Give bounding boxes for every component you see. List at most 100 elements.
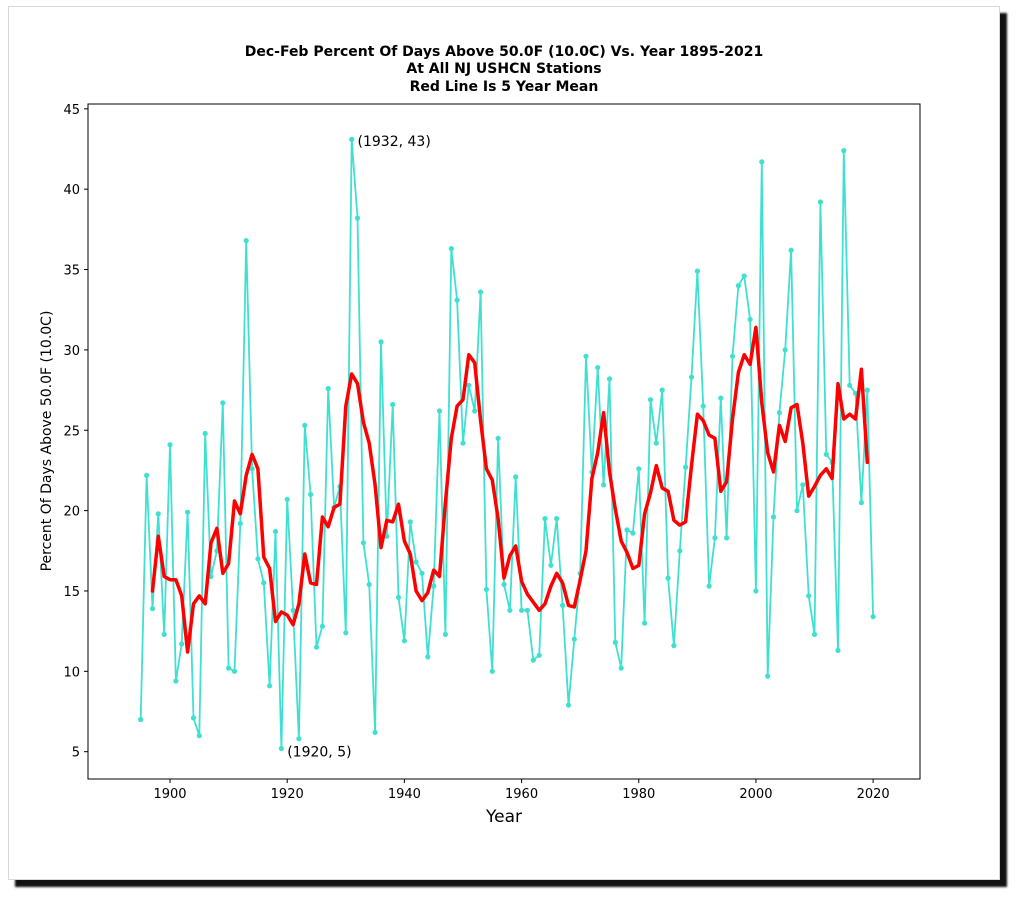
data-point [366, 581, 372, 588]
data-point [202, 430, 208, 437]
data-point [612, 639, 618, 646]
data-point [413, 559, 419, 565]
data-point [776, 410, 783, 416]
title-line-2: At All NJ USHCN Stations [406, 61, 601, 77]
data-point [278, 745, 284, 752]
data-point [390, 401, 396, 408]
data-point [249, 466, 255, 472]
data-point [571, 636, 577, 642]
data-point [454, 297, 460, 303]
data-point [554, 516, 560, 522]
data-point [372, 729, 378, 736]
data-point [255, 556, 261, 562]
data-point [507, 607, 513, 613]
data-point [436, 408, 443, 414]
data-point [384, 533, 390, 539]
data-point [495, 435, 501, 441]
x-axis-label: Year [485, 807, 522, 827]
y-tick-label: 30 [63, 344, 80, 359]
data-point [542, 516, 548, 522]
data-point [659, 387, 665, 393]
data-point [290, 607, 296, 613]
data-point [536, 652, 542, 658]
data-point [237, 520, 243, 527]
data-point [835, 647, 841, 654]
data-point [231, 668, 238, 674]
data-point [601, 482, 607, 488]
data-point [196, 733, 202, 739]
data-point [729, 353, 736, 359]
data-point [425, 654, 431, 660]
data-point [548, 562, 554, 568]
data-point [858, 500, 865, 506]
data-point [519, 607, 525, 613]
y-tick-label: 20 [63, 505, 80, 520]
data-point [665, 575, 671, 581]
data-point [167, 442, 173, 448]
data-point [190, 715, 197, 721]
plot-area [87, 103, 921, 780]
data-point [483, 586, 489, 593]
data-point [267, 683, 273, 689]
data-point [800, 482, 806, 488]
data-point [319, 623, 325, 629]
data-point [472, 408, 478, 414]
data-point [765, 673, 771, 679]
y-tick-label: 5 [72, 746, 80, 761]
data-point [343, 630, 349, 636]
data-point [759, 159, 765, 165]
data-point [466, 382, 472, 388]
data-point [624, 527, 630, 533]
title-line-1: Dec-Feb Percent Of Days Above 50.0F (10.… [245, 44, 764, 60]
data-point [489, 668, 495, 674]
data-point [683, 464, 689, 470]
data-point [606, 376, 613, 382]
data-point [806, 593, 812, 599]
data-point [261, 580, 267, 586]
data-point [395, 594, 402, 601]
y-axis: 5 10 15 20 25 30 35 40 45 [63, 103, 88, 761]
data-point [647, 397, 654, 403]
data-point [325, 385, 331, 392]
data-point [407, 519, 413, 525]
data-point [565, 702, 572, 708]
data-point [155, 511, 161, 517]
data-point [782, 347, 788, 353]
data-point [560, 602, 566, 609]
x-tick-label: 1920 [271, 787, 304, 802]
data-point [401, 638, 407, 644]
x-tick-label: 1980 [622, 787, 655, 802]
data-point [220, 400, 226, 406]
data-point [770, 514, 777, 520]
data-point [208, 573, 214, 580]
data-point [419, 570, 425, 576]
data-point [864, 387, 870, 393]
data-point [642, 620, 648, 626]
data-point [360, 540, 366, 546]
mean-line [150, 325, 870, 654]
point-annotation: (1932, 43) [358, 134, 431, 150]
x-tick-label: 2020 [857, 787, 890, 802]
data-point [349, 136, 355, 142]
data-point [226, 665, 232, 671]
y-tick-label: 35 [63, 264, 80, 279]
data-point [296, 736, 302, 742]
data-point [378, 339, 384, 345]
data-point [706, 583, 712, 589]
y-tick-label: 10 [63, 665, 80, 680]
data-point [677, 548, 683, 554]
x-tick-label: 1940 [388, 787, 421, 802]
x-axis: 1900 1920 1940 1960 1980 2000 2020 [153, 779, 890, 802]
data-point [788, 247, 794, 253]
chart-title: Dec-Feb Percent Of Days Above 50.0F (10.… [245, 44, 764, 95]
data-point [513, 474, 519, 480]
data-point [173, 678, 179, 684]
series-line [139, 138, 874, 750]
data-point [144, 472, 150, 478]
data-point [671, 643, 677, 649]
data-point [460, 440, 466, 446]
data-point [735, 283, 742, 289]
data-point [179, 641, 185, 647]
data-point [185, 509, 191, 515]
